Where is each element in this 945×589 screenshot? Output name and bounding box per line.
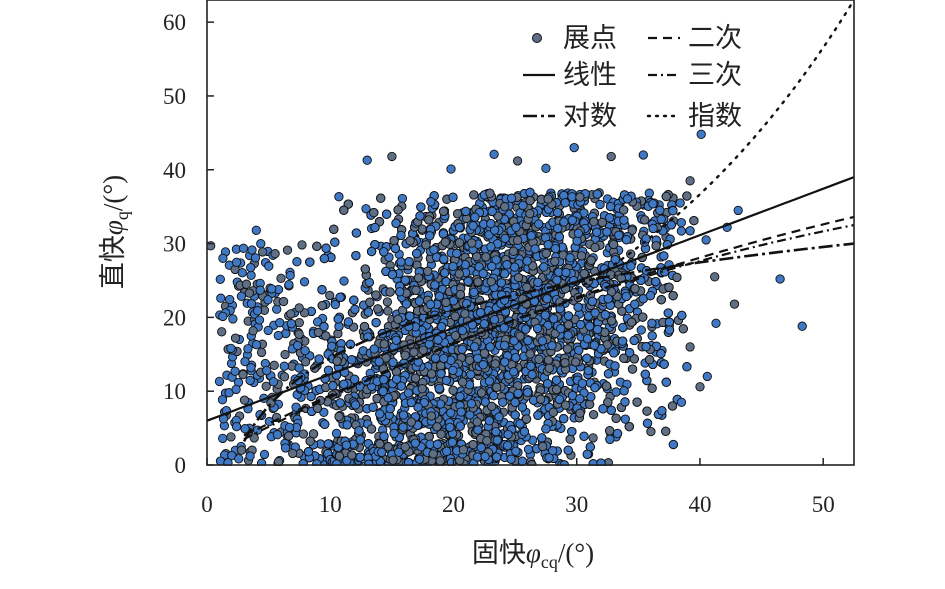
- scatter-point: [469, 190, 479, 200]
- scatter-point: [676, 217, 686, 228]
- scatter-point: [325, 290, 335, 301]
- scatter-point: [330, 237, 340, 247]
- scatter-point: [627, 364, 638, 374]
- scatter-point: [579, 431, 589, 441]
- scatter-points: [207, 129, 807, 466]
- scatter-point: [647, 318, 657, 328]
- scatter-point: [383, 306, 393, 316]
- scatter-point: [376, 193, 386, 203]
- scatter-point: [319, 407, 329, 417]
- scatter-point: [312, 317, 323, 327]
- scatter-point: [588, 433, 598, 443]
- scatter-point: [382, 297, 393, 307]
- scatter-point: [329, 224, 339, 234]
- scatter-point: [339, 276, 349, 286]
- scatter-point: [351, 228, 362, 238]
- scatter-point: [661, 377, 671, 387]
- scatter-point: [647, 331, 657, 341]
- scatter-point: [523, 444, 534, 454]
- scatter-point: [668, 439, 679, 450]
- scatter-point: [601, 381, 612, 391]
- scatter-point: [595, 199, 605, 210]
- scatter-point: [565, 434, 575, 444]
- scatter-point: [331, 428, 342, 439]
- scatter-point: [678, 324, 688, 334]
- scatter-point: [644, 188, 654, 198]
- scatter-point: [584, 399, 595, 409]
- scatter-point: [682, 362, 692, 372]
- scatter-point: [559, 414, 569, 424]
- scatter-point: [646, 426, 656, 437]
- scatter-point: [685, 226, 695, 236]
- scatter-point: [397, 193, 408, 204]
- scatter-point: [689, 215, 699, 226]
- scatter-point: [334, 192, 344, 202]
- scatter-point: [636, 325, 646, 335]
- scatter-point: [620, 414, 630, 424]
- scatter-point: [361, 204, 371, 214]
- scatter-point: [611, 387, 621, 397]
- scatter-point: [605, 201, 616, 212]
- scatter-point: [630, 299, 640, 309]
- scatter-point: [661, 426, 671, 436]
- scatter-point: [676, 226, 687, 236]
- scatter-point: [330, 299, 340, 310]
- scatter-point: [588, 409, 599, 420]
